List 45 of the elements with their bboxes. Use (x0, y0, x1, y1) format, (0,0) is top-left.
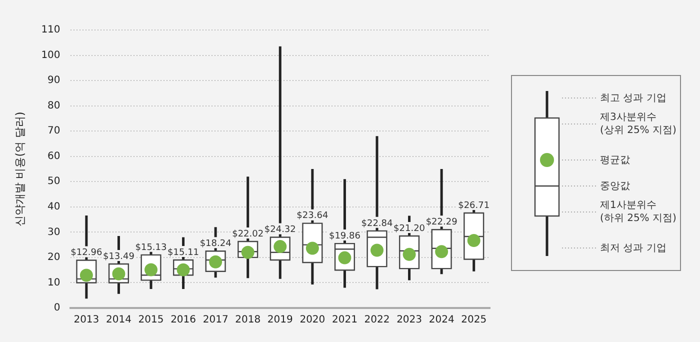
y-tick-label: 90 (48, 75, 60, 86)
text: $13.49 (102, 252, 134, 262)
x-tick-label: 2021 (332, 314, 358, 326)
y-tick-label: 70 (48, 126, 60, 137)
y-tick-label: 110 (41, 24, 60, 36)
y-tick-label: 0 (54, 302, 60, 314)
x-tick-label: 2020 (300, 314, 326, 326)
text: 제1사분위수 (하위 25% 지점) (600, 199, 678, 225)
text: $15.11 (168, 248, 200, 258)
y-tick-label: 40 (48, 202, 60, 213)
text: $24.32 (264, 225, 296, 236)
x-tick-label: 2019 (267, 314, 293, 326)
y-tick-label: 10 (48, 277, 60, 288)
y-tick-label: 50 (48, 176, 60, 188)
y-axis-title: 신약개발 비용(억 달러) (13, 112, 26, 226)
text: 최저 성과 기업 (600, 242, 668, 254)
y-tick-label: 30 (48, 226, 60, 238)
text: $26.71 (458, 200, 490, 211)
y-tick-label: 60 (48, 150, 60, 162)
x-tick-label: 2018 (235, 314, 261, 326)
x-tick-label: 2014 (106, 314, 132, 326)
x-tick-label: 2024 (428, 314, 454, 326)
text: $22.84 (361, 218, 393, 229)
text: $15.13 (135, 242, 167, 253)
text: $22.29 (426, 218, 458, 228)
x-tick-label: 2016 (170, 314, 196, 326)
text: $18.24 (200, 238, 232, 249)
text: $19.86 (328, 231, 360, 242)
text: 중앙값 (600, 180, 631, 192)
text: 제3사분위수 (상위 25% 지점) (600, 111, 678, 137)
text: 최고 성과 기업 (600, 92, 668, 104)
text: $22.02 (232, 229, 264, 240)
x-tick-label: 2025 (461, 314, 487, 326)
y-tick-label: 80 (48, 100, 60, 112)
x-tick-label: 2013 (74, 314, 100, 326)
text: $23.64 (296, 211, 328, 222)
x-tick-label: 2022 (364, 314, 390, 326)
text: 평균값 (600, 154, 631, 166)
x-tick-label: 2015 (138, 314, 164, 326)
text: $12.96 (70, 248, 102, 258)
x-tick-label: 2023 (396, 314, 422, 326)
text: $21.20 (394, 224, 426, 234)
y-tick-label: 20 (48, 252, 60, 264)
y-tick-label: 100 (41, 50, 60, 61)
x-tick-label: 2017 (202, 314, 228, 326)
